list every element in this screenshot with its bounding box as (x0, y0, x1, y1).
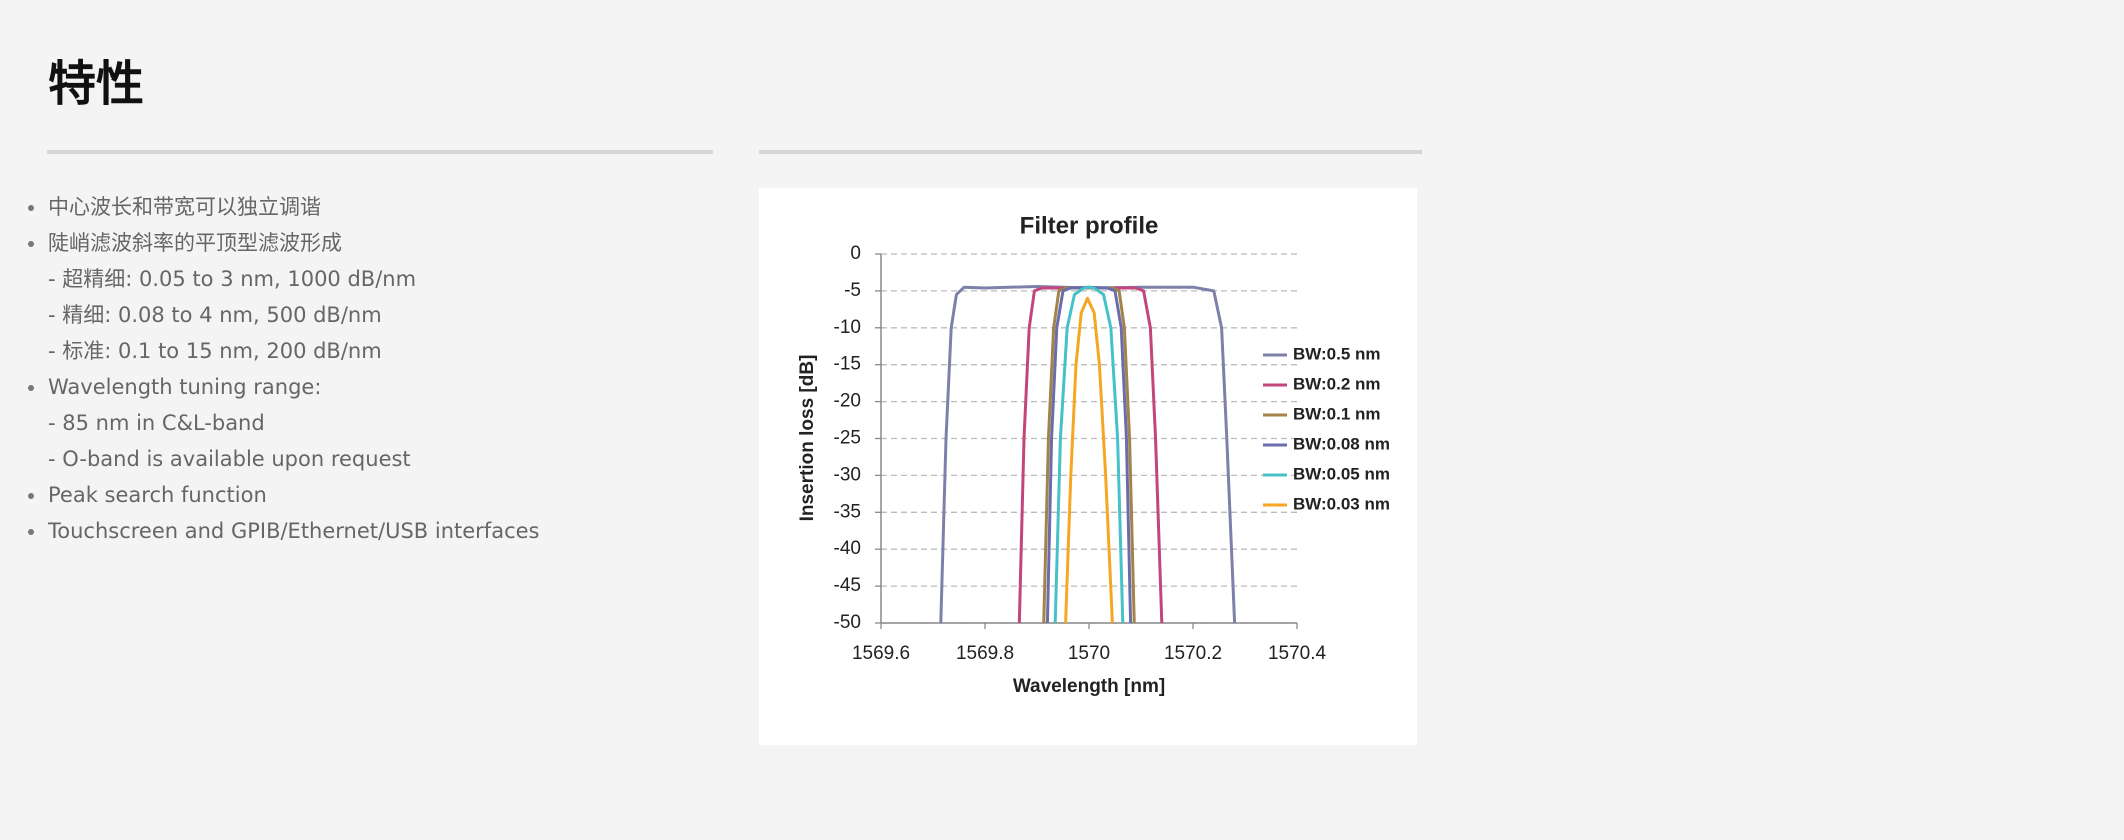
chart: Filter profile Wavelength [nm] Insertion… (797, 212, 1390, 697)
y-tick-label: -10 (834, 317, 861, 338)
y-tick-label: -5 (844, 280, 861, 301)
feature-detail: - 超精细: 0.05 to 3 nm, 1000 dB/nm (48, 267, 417, 291)
feature-item: Wavelength tuning range: (27, 369, 539, 405)
x-tick-label: 1569.8 (956, 643, 1014, 664)
feature-item: 陡峭滤波斜率的平顶型滤波形成 (27, 225, 539, 261)
x-tick-label: 1570.4 (1268, 643, 1327, 664)
legend-label: BW:0.1 nm (1293, 404, 1381, 423)
legend-label: BW:0.03 nm (1293, 494, 1390, 513)
x-axis-label: Wavelength [nm] (1013, 676, 1165, 697)
y-axis-label: Insertion loss [dB] (797, 355, 818, 522)
y-tick-label: -20 (834, 391, 861, 412)
x-tick-label: 1570.2 (1164, 643, 1222, 664)
feature-item: Peak search function (27, 477, 539, 513)
feature-detail: - O-band is available upon request (48, 447, 411, 471)
section-title: 特性 (48, 56, 145, 112)
y-tick-label: -35 (834, 501, 861, 522)
legend-label: BW:0.05 nm (1293, 464, 1390, 483)
legend-label: BW:0.08 nm (1293, 434, 1390, 453)
feature-list: 中心波长和带宽可以独立调谐 陡峭滤波斜率的平顶型滤波形成 - 超精细: 0.05 t… (27, 189, 539, 549)
legend-label: BW:0.2 nm (1293, 374, 1381, 393)
feature-detail: - 85 nm in C&L-band (48, 411, 265, 435)
chart-image: Filter profile Wavelength [nm] Insertion… (759, 188, 1417, 745)
series-line (939, 284, 1237, 624)
y-tick-label: 0 (850, 243, 861, 264)
feature-item: Touchscreen and GPIB/Ethernet/USB interf… (27, 513, 539, 549)
feature-item: 中心波长和带宽可以独立调谐 (27, 189, 539, 225)
feature-detail: - 标准: 0.1 to 15 nm, 200 dB/nm (48, 339, 382, 363)
divider (47, 150, 713, 154)
legend-label: BW:0.5 nm (1293, 344, 1381, 363)
feature-detail: - 精细: 0.08 to 4 nm, 500 dB/nm (48, 303, 382, 327)
divider (759, 150, 1422, 154)
chart-title: Filter profile (1020, 212, 1159, 239)
y-tick-label: -40 (834, 538, 861, 559)
series-line (1064, 296, 1114, 624)
y-tick-label: -15 (834, 354, 861, 375)
y-tick-label: -45 (834, 575, 861, 596)
y-tick-label: -30 (834, 464, 861, 485)
series-line (1053, 285, 1125, 624)
series-line (1017, 286, 1164, 624)
x-tick-label: 1569.6 (852, 643, 910, 664)
y-tick-label: -50 (834, 612, 861, 633)
y-tick-label: -25 (834, 428, 861, 449)
x-tick-label: 1570 (1068, 643, 1110, 664)
